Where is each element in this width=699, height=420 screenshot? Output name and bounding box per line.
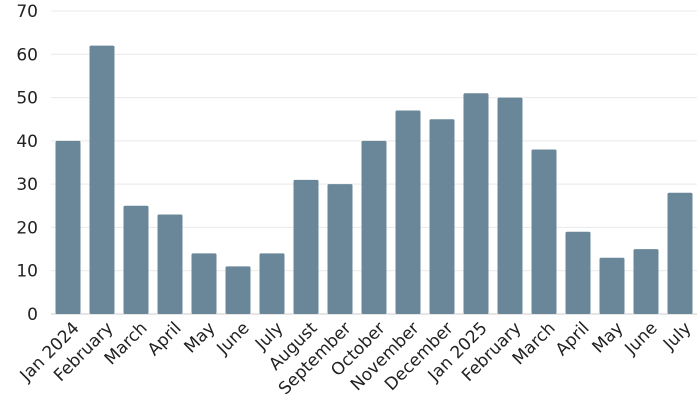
y-tick-label: 40 xyxy=(16,132,38,152)
bar-3 xyxy=(157,214,183,314)
bar-18 xyxy=(667,192,693,314)
y-tick-label: 20 xyxy=(16,218,38,238)
y-axis-ticks: 0 10 20 30 40 50 60 70 xyxy=(16,2,38,325)
bars xyxy=(55,45,693,314)
bar-17 xyxy=(633,249,659,314)
y-tick-label: 70 xyxy=(16,2,38,22)
x-tick-label: May xyxy=(589,318,628,357)
y-tick-label: 30 xyxy=(16,175,38,195)
x-axis-ticks: Jan 2024FebruaryMarchAprilMayJuneJulyAug… xyxy=(16,318,696,399)
bar-6 xyxy=(259,253,285,314)
bar-15 xyxy=(565,231,591,314)
bar-9 xyxy=(361,140,387,314)
bar-1 xyxy=(89,45,115,314)
bar-16 xyxy=(599,257,625,314)
x-tick-label: April xyxy=(144,318,186,360)
bar-12 xyxy=(463,93,489,314)
bar-5 xyxy=(225,266,251,314)
bar-13 xyxy=(497,97,523,314)
bar-14 xyxy=(531,149,557,314)
x-tick-label: June xyxy=(621,318,662,359)
x-tick-label: July xyxy=(659,318,695,354)
bar-4 xyxy=(191,253,217,314)
x-tick-label: April xyxy=(552,318,594,360)
x-tick-label: May xyxy=(181,318,220,357)
bar-2 xyxy=(123,205,149,314)
y-tick-label: 50 xyxy=(16,89,38,109)
y-tick-label: 60 xyxy=(16,45,38,65)
bar-8 xyxy=(327,184,353,314)
y-tick-label: 10 xyxy=(16,262,38,282)
bar-11 xyxy=(429,119,455,314)
bar-7 xyxy=(293,179,319,314)
y-tick-label: 0 xyxy=(27,305,38,325)
x-tick-label: June xyxy=(213,318,254,359)
bar-0 xyxy=(55,140,81,314)
bar-10 xyxy=(395,110,421,314)
